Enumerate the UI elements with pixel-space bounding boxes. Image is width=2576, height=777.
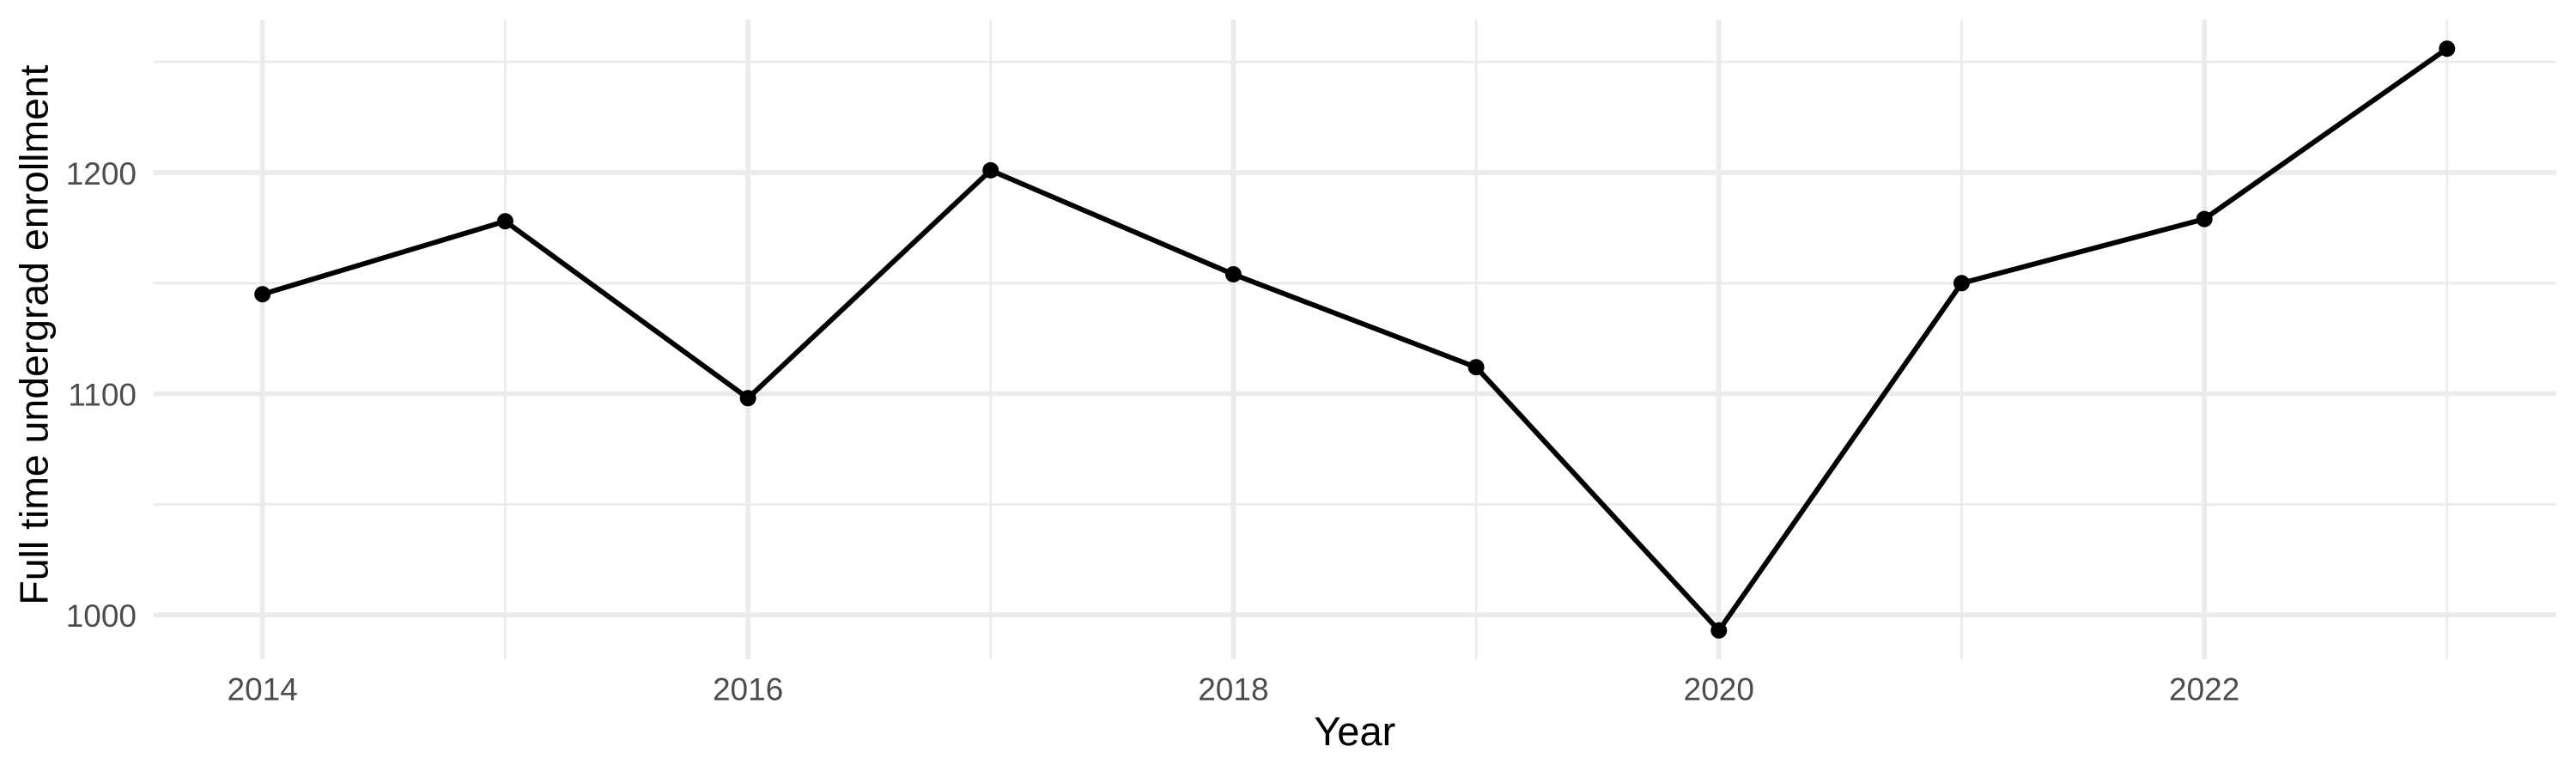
svg-text:Year: Year bbox=[1314, 708, 1395, 754]
svg-text:Full time undergrad enrollment: Full time undergrad enrollment bbox=[12, 64, 57, 604]
svg-text:2014: 2014 bbox=[228, 672, 298, 707]
svg-text:1000: 1000 bbox=[66, 598, 137, 634]
svg-text:2018: 2018 bbox=[1198, 672, 1268, 707]
svg-text:2020: 2020 bbox=[1684, 672, 1754, 707]
svg-text:1200: 1200 bbox=[66, 156, 137, 191]
svg-text:1100: 1100 bbox=[68, 377, 137, 412]
svg-text:2016: 2016 bbox=[713, 672, 783, 707]
svg-text:2022: 2022 bbox=[2169, 672, 2239, 707]
